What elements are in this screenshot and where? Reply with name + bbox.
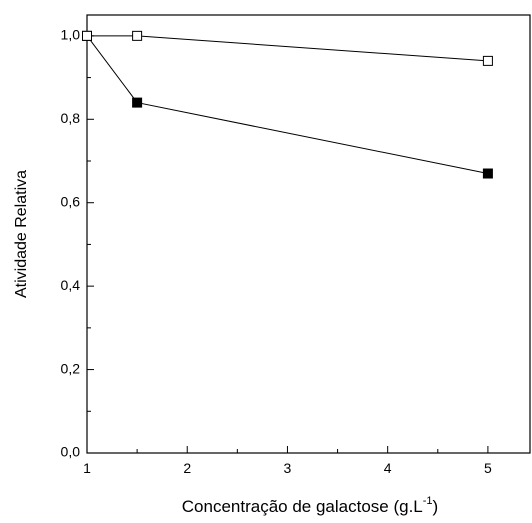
x-tick-label: 5 [484, 460, 492, 476]
y-tick-label: 0,8 [61, 110, 81, 126]
marker [132, 30, 143, 41]
x-tick-label: 2 [183, 460, 191, 476]
marker [82, 30, 92, 41]
y-tick-label: 1,0 [61, 27, 81, 43]
x-tick-label: 4 [384, 460, 392, 476]
marker [482, 55, 493, 66]
x-axis-title: Concentração de galactose (g.L-1) [182, 495, 438, 516]
y-tick-label: 0,2 [61, 360, 81, 376]
series-line [87, 35, 488, 62]
y-tick-label: 0,6 [61, 193, 81, 209]
x-axis-title-end: ) [433, 497, 439, 516]
x-axis-title-sup: -1 [423, 495, 433, 507]
y-axis-title: Atividade Relativa [13, 170, 30, 298]
marker [132, 97, 143, 108]
y-tick-label: 0,0 [61, 444, 81, 460]
x-axis-title-main: Concentração de galactose (g.L [182, 497, 423, 516]
marker [482, 168, 493, 179]
x-tick-label: 1 [83, 460, 91, 476]
plot-frame [86, 14, 531, 454]
x-tick-label: 3 [284, 460, 292, 476]
y-tick-label: 0,4 [61, 277, 81, 293]
